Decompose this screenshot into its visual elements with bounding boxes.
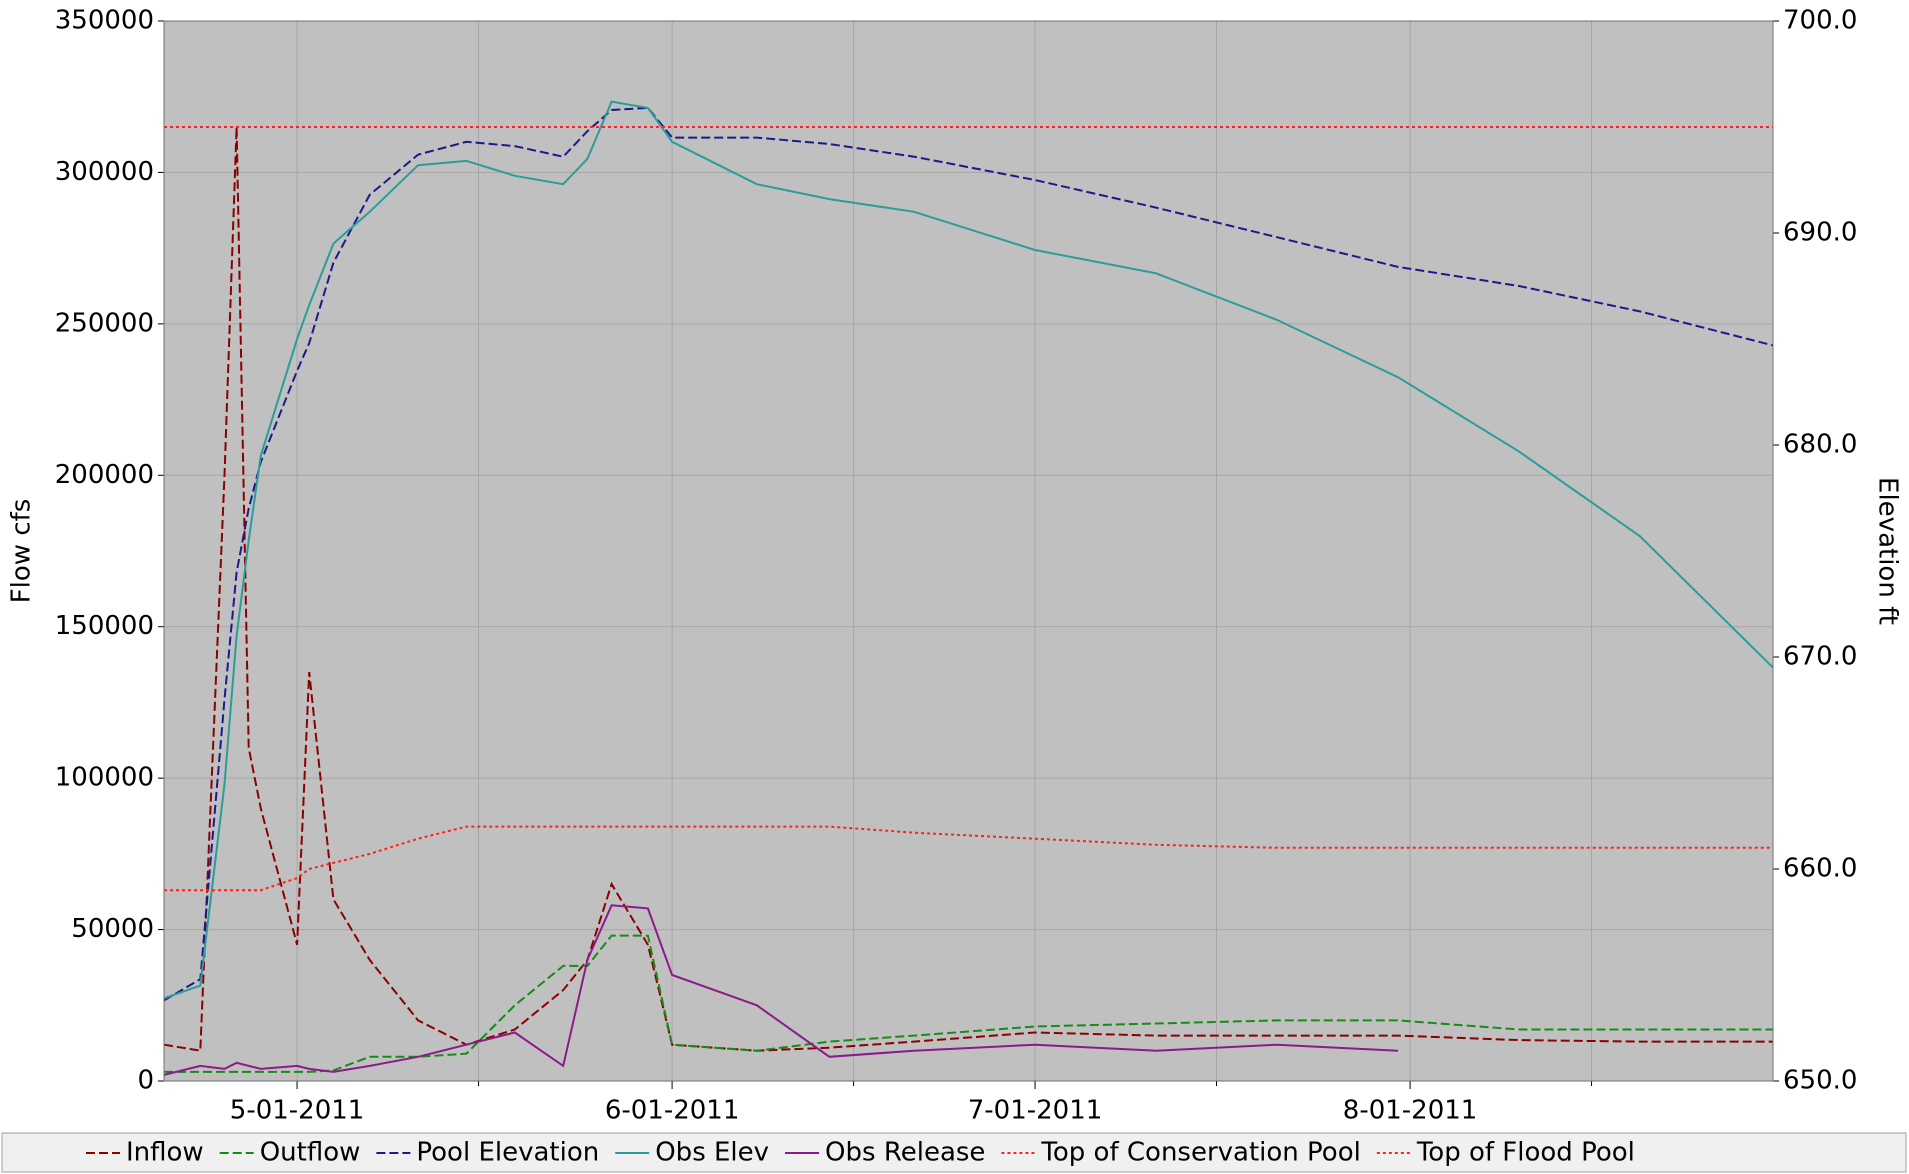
y-tick-label: 200000 bbox=[55, 460, 154, 490]
y2-axis-label: Elevation ft bbox=[1873, 477, 1903, 625]
x-tick-label: 5-01-2011 bbox=[230, 1096, 365, 1126]
series-line bbox=[163, 126, 1773, 1052]
plot-area bbox=[163, 20, 1774, 1082]
legend-box bbox=[1, 1132, 1907, 1173]
legend-label: Pool Elevation bbox=[416, 1138, 599, 1168]
legend-label: Outflow bbox=[260, 1138, 361, 1168]
series-line bbox=[163, 106, 1774, 1002]
y-tick-label: 300000 bbox=[55, 157, 154, 187]
legend-label: Obs Release bbox=[825, 1138, 985, 1168]
x-tick-label: 7-01-2011 bbox=[968, 1096, 1103, 1126]
y-tick-label: 250000 bbox=[55, 308, 154, 338]
y-tick-label: 350000 bbox=[55, 6, 154, 36]
y2-tick-label: 680.0 bbox=[1783, 430, 1857, 460]
series-line bbox=[163, 100, 1774, 1000]
y2-tick-label: 690.0 bbox=[1783, 218, 1857, 248]
x-tick-label: 8-01-2011 bbox=[1343, 1096, 1478, 1126]
y2-tick-label: 670.0 bbox=[1783, 642, 1857, 672]
x-tick-label: 6-01-2011 bbox=[605, 1096, 740, 1126]
y-axis-label: Flow cfs bbox=[7, 499, 37, 604]
legend-label: Top of Flood Pool bbox=[1416, 1138, 1635, 1168]
legend-label: Inflow bbox=[126, 1138, 204, 1168]
series-line bbox=[163, 904, 1399, 1076]
series-line bbox=[164, 934, 1773, 1073]
y2-tick-label: 660.0 bbox=[1783, 854, 1857, 884]
y-tick-label: 50000 bbox=[71, 914, 154, 944]
y-tick-label: 150000 bbox=[55, 611, 154, 641]
y2-tick-label: 700.0 bbox=[1783, 6, 1857, 36]
y-tick-label: 100000 bbox=[55, 763, 154, 793]
legend-label: Obs Elev bbox=[655, 1138, 769, 1168]
y2-tick-label: 650.0 bbox=[1783, 1066, 1857, 1096]
y-tick-label: 0 bbox=[137, 1066, 154, 1096]
legend-label: Top of Conservation Pool bbox=[1040, 1138, 1360, 1168]
series-line bbox=[164, 825, 1773, 892]
plot-border bbox=[163, 20, 1774, 1082]
